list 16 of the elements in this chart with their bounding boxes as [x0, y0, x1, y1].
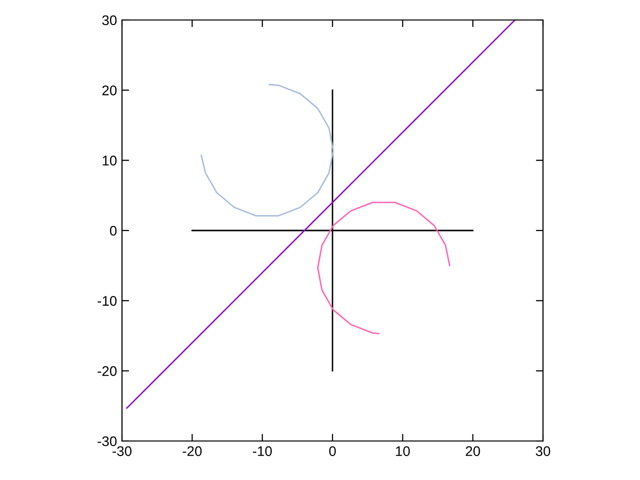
y-tick-label: -10	[98, 296, 117, 306]
x-tick-label: -20	[182, 446, 202, 456]
y-tick-label: -20	[98, 366, 117, 376]
x-tick-label: -30	[112, 446, 132, 456]
line-series	[200, 84, 334, 216]
x-tick-label: -10	[252, 446, 272, 456]
y-tick-label: 20	[102, 86, 117, 96]
line-series	[317, 202, 450, 334]
x-tick-label: 20	[466, 446, 480, 456]
x-tick-label: 30	[536, 446, 550, 456]
y-tick-label: 30	[102, 15, 117, 26]
y-tick-label: 0	[110, 226, 117, 236]
x-tick-label: 10	[396, 446, 410, 456]
y-tick-label: -30	[98, 436, 117, 446]
y-tick-label: 10	[102, 156, 117, 166]
x-tick-label: 0	[329, 446, 336, 456]
